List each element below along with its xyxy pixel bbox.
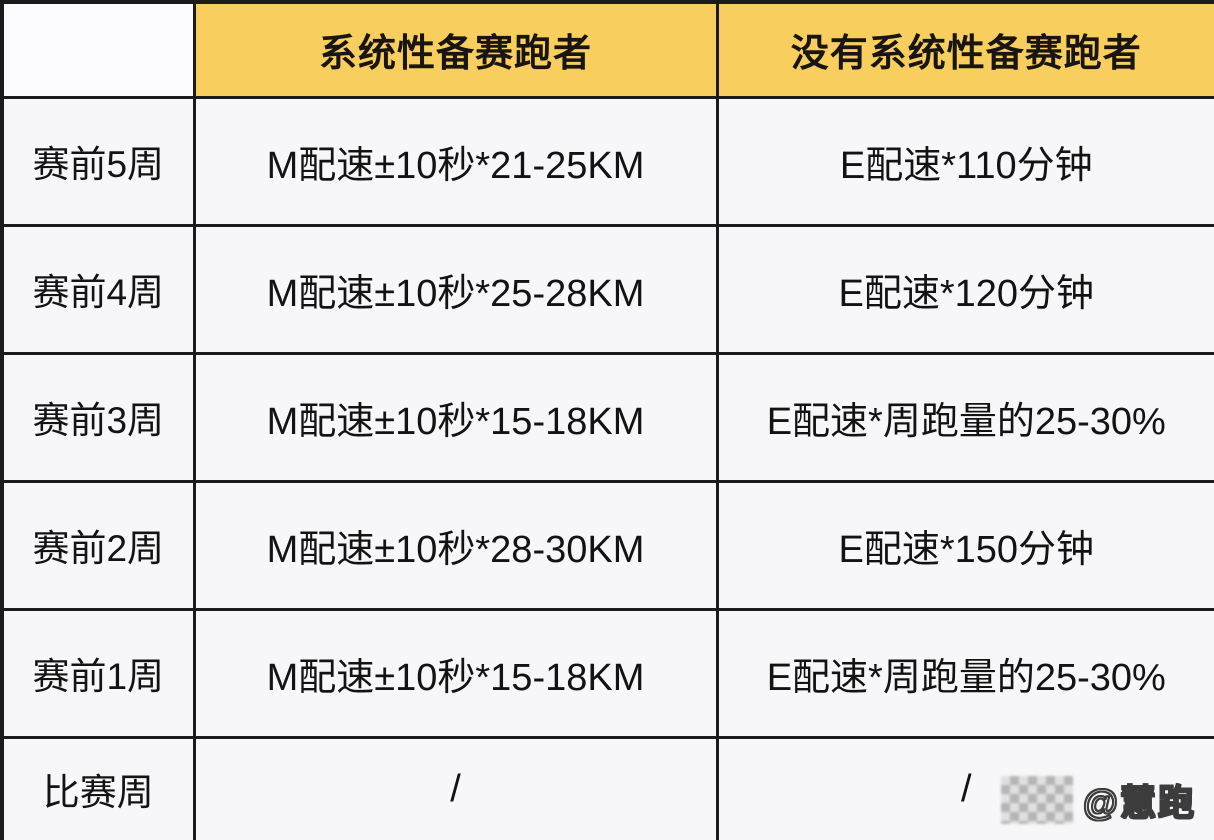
- table-row: 赛前5周 M配速±10秒*21-25KM E配速*110分钟: [0, 95, 1214, 227]
- cell-raceweek-systematic: /: [192, 735, 719, 840]
- table-row: 赛前3周 M配速±10秒*15-18KM E配速*周跑量的25-30%: [0, 351, 1214, 483]
- watermark: @慧跑: [1000, 774, 1196, 826]
- row-label-week3: 赛前3周: [0, 351, 196, 483]
- cell-week1-systematic: M配速±10秒*15-18KM: [192, 607, 719, 739]
- col-header-non-systematic: 没有系统性备赛跑者: [715, 0, 1214, 99]
- watermark-handle: @慧跑: [1082, 781, 1196, 824]
- row-label-week5: 赛前5周: [0, 95, 196, 227]
- cell-week4-systematic: M配速±10秒*25-28KM: [192, 223, 719, 355]
- mosaic-blur-block: [1000, 776, 1073, 824]
- table-header-row: 系统性备赛跑者 没有系统性备赛跑者: [0, 0, 1214, 99]
- cell-week5-systematic: M配速±10秒*21-25KM: [192, 95, 719, 227]
- table-row: 赛前1周 M配速±10秒*15-18KM E配速*周跑量的25-30%: [0, 607, 1214, 739]
- corner-cell: [0, 0, 196, 99]
- row-label-week4: 赛前4周: [0, 223, 196, 355]
- row-label-raceweek: 比赛周: [0, 735, 196, 840]
- cell-week3-systematic: M配速±10秒*15-18KM: [192, 351, 719, 483]
- cell-week2-systematic: M配速±10秒*28-30KM: [192, 479, 719, 611]
- cell-week4-non-systematic: E配速*120分钟: [715, 223, 1214, 355]
- table-row: 赛前4周 M配速±10秒*25-28KM E配速*120分钟: [0, 223, 1214, 355]
- table-row: 比赛周 / /: [0, 735, 1214, 840]
- col-header-systematic: 系统性备赛跑者: [192, 0, 719, 99]
- row-label-week1: 赛前1周: [0, 607, 196, 739]
- table-row: 赛前2周 M配速±10秒*28-30KM E配速*150分钟: [0, 479, 1214, 611]
- cell-week1-non-systematic: E配速*周跑量的25-30%: [715, 607, 1214, 739]
- row-label-week2: 赛前2周: [0, 479, 196, 611]
- cell-week5-non-systematic: E配速*110分钟: [715, 95, 1214, 227]
- cell-week3-non-systematic: E配速*周跑量的25-30%: [715, 351, 1214, 483]
- cell-raceweek-non-systematic: /: [715, 735, 1214, 840]
- cell-week2-non-systematic: E配速*150分钟: [715, 479, 1214, 611]
